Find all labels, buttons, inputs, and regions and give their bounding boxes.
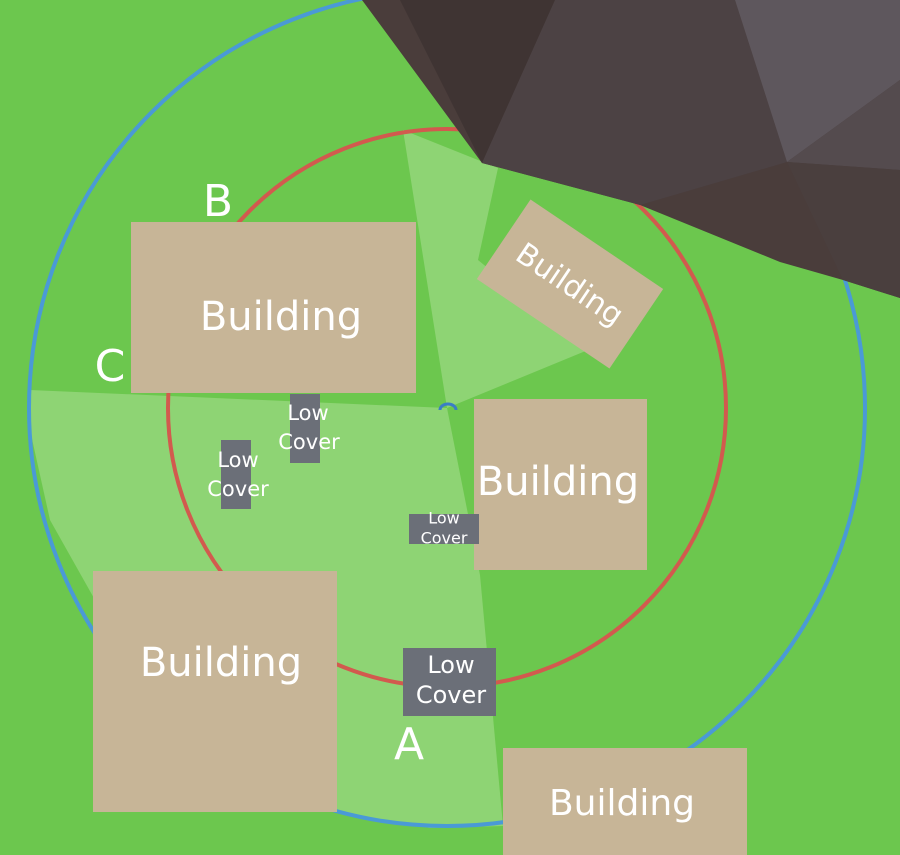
low-cover-4-line2: Cover bbox=[416, 681, 486, 709]
building-4: Building bbox=[93, 571, 337, 812]
low-cover-3-line2: Cover bbox=[421, 529, 468, 548]
low-cover-4-line1: Low bbox=[427, 651, 474, 679]
building-3-label: Building bbox=[477, 459, 639, 505]
outer-range-ring bbox=[27, 0, 867, 828]
position-label-b: B bbox=[203, 176, 233, 227]
building-1: Building bbox=[131, 222, 416, 393]
low-cover-1-line2: Cover bbox=[278, 430, 340, 454]
low-cover-2: Low Cover bbox=[207, 440, 269, 509]
building-4-label: Building bbox=[140, 640, 302, 686]
low-cover-4: Low Cover bbox=[403, 648, 496, 716]
position-label-c: C bbox=[95, 341, 126, 392]
low-cover-3-line1: Low bbox=[428, 509, 460, 528]
player-marker bbox=[438, 402, 458, 411]
low-cover-2-line2: Cover bbox=[207, 477, 269, 501]
building-1-label: Building bbox=[200, 294, 362, 340]
low-cover-3: Low Cover bbox=[409, 509, 479, 548]
low-cover-2-line1: Low bbox=[217, 448, 258, 472]
low-cover-1-line1: Low bbox=[287, 401, 328, 425]
rock-formation bbox=[362, 0, 900, 298]
low-cover-1: Low Cover bbox=[278, 394, 340, 463]
position-label-a: A bbox=[394, 719, 424, 770]
visibility-area bbox=[403, 130, 588, 408]
building-5: Building bbox=[503, 748, 747, 855]
building-5-label: Building bbox=[549, 783, 695, 824]
building-3: Building bbox=[474, 399, 647, 570]
